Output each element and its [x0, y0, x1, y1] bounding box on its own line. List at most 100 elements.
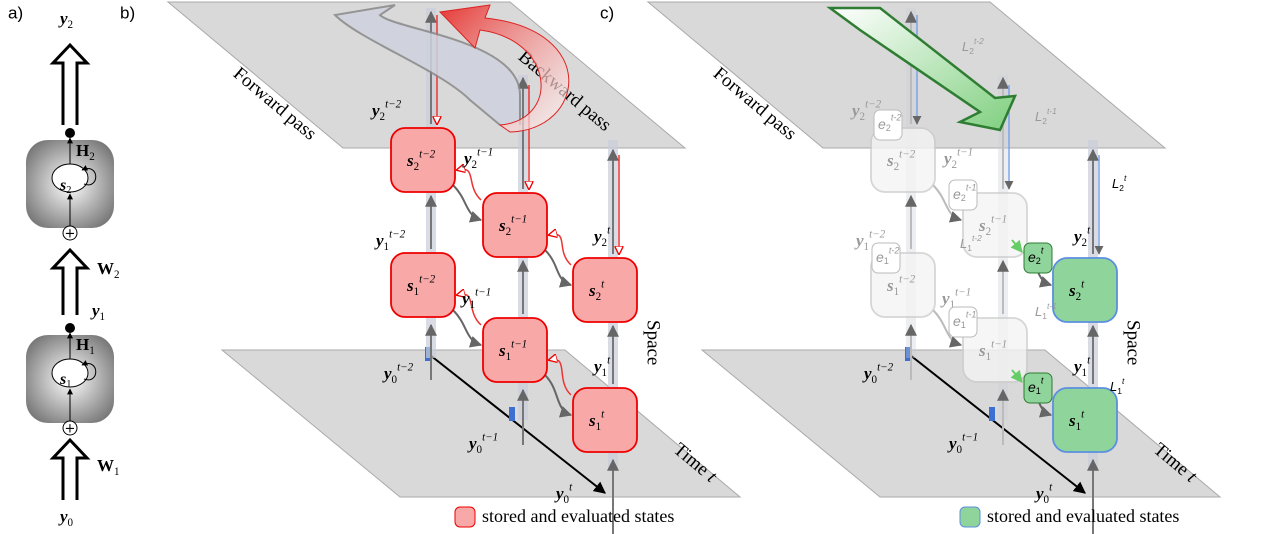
- subscript: 1: [596, 421, 602, 433]
- subscript: 2: [1076, 291, 1082, 303]
- superscript: t: [1122, 376, 1125, 386]
- superscript: t−1: [962, 431, 978, 443]
- superscript: t-1: [966, 310, 977, 320]
- math-label: W2: [97, 259, 120, 281]
- hollow-arrow: [53, 45, 87, 125]
- symbol: y: [460, 289, 470, 308]
- math-label: y2: [58, 9, 73, 31]
- subscript: 2: [986, 226, 992, 238]
- subscript: 2: [1042, 116, 1047, 126]
- superscript: t−2: [385, 98, 402, 110]
- math-label: W1: [97, 456, 120, 478]
- superscript: t−1: [955, 286, 971, 298]
- symbol: y: [370, 101, 380, 120]
- symbol: y: [942, 149, 952, 168]
- superscript: t−1: [511, 338, 527, 350]
- symbol: s: [59, 371, 66, 388]
- output-dot: [65, 128, 75, 138]
- subscript: 2: [68, 19, 74, 31]
- superscript: t−2: [899, 148, 916, 160]
- symbol: y: [947, 434, 957, 453]
- symbol: y: [592, 227, 602, 246]
- superscript: t-1: [966, 183, 977, 193]
- space-label: Space: [1123, 320, 1144, 365]
- superscript: t−1: [475, 286, 491, 298]
- panel-label: c): [600, 3, 614, 22]
- output-dot: [65, 323, 75, 333]
- subscript: 1: [470, 299, 476, 311]
- subscript: 0: [1044, 494, 1050, 506]
- symbol: y: [1034, 484, 1044, 503]
- subscript: 0: [872, 374, 878, 386]
- symbol: y: [462, 149, 472, 168]
- symbol: y: [850, 101, 860, 120]
- subscript: 0: [957, 444, 963, 456]
- output-label: y2t−1: [942, 146, 973, 171]
- symbol: y: [467, 434, 477, 453]
- superscript: t−2: [419, 273, 436, 285]
- subscript: 2: [894, 161, 900, 173]
- subscript: 1: [884, 257, 889, 267]
- symbol: y: [554, 484, 564, 503]
- superscript: t-2: [972, 233, 982, 243]
- superscript: t−1: [511, 213, 527, 225]
- superscript: t−1: [482, 431, 498, 443]
- legend-label: stored and evaluated states: [987, 506, 1179, 526]
- superscript: t-2: [974, 36, 984, 46]
- subscript: 1: [1042, 311, 1047, 321]
- input-marker: [989, 407, 995, 421]
- hollow-arrow: [53, 250, 87, 315]
- superscript: t−1: [957, 146, 973, 158]
- symbol: H: [76, 335, 89, 354]
- symbol: e: [1028, 249, 1036, 265]
- legend-label: stored and evaluated states: [482, 506, 674, 526]
- superscript: t−2: [877, 361, 894, 373]
- symbol: L: [1112, 176, 1119, 191]
- symbol: H: [76, 141, 89, 160]
- subscript: 1: [414, 286, 420, 298]
- math-label: y0: [58, 507, 74, 529]
- state-node: [483, 318, 547, 382]
- state-node: [573, 258, 637, 322]
- subscript: 2: [886, 124, 891, 134]
- subscript: 2: [1082, 237, 1088, 249]
- bottom-plane: [702, 350, 1220, 497]
- superscript: t-1: [1047, 301, 1057, 311]
- subscript: 1: [1117, 386, 1122, 396]
- bottom-plane: [222, 350, 740, 497]
- subscript: 0: [392, 374, 398, 386]
- subscript: 1: [602, 367, 608, 379]
- subscript: 0: [477, 444, 483, 456]
- subscript: 1: [506, 351, 512, 363]
- state-node: [573, 388, 637, 452]
- symbol: y: [58, 507, 68, 526]
- subscript: 2: [114, 269, 120, 281]
- superscript: t−2: [869, 228, 886, 240]
- symbol: L: [1035, 109, 1042, 124]
- symbol: L: [960, 236, 967, 251]
- output-label: y1t−2: [374, 228, 406, 253]
- symbol: y: [374, 231, 384, 250]
- subscript: 2: [952, 159, 958, 171]
- recurrent-arrow: [453, 185, 481, 220]
- symbol: y: [58, 9, 68, 28]
- symbol: W: [97, 456, 114, 475]
- loss-label: L2t: [1112, 173, 1127, 193]
- subscript: 1: [100, 311, 106, 323]
- symbol: e: [876, 249, 884, 265]
- symbol: e: [953, 313, 961, 329]
- subscript: 2: [506, 226, 512, 238]
- subscript: 2: [1119, 183, 1124, 193]
- superscript: t-2: [891, 113, 902, 123]
- symbol: L: [1035, 304, 1042, 319]
- symbol: y: [940, 289, 950, 308]
- symbol: y: [1072, 357, 1082, 376]
- subscript: 1: [986, 351, 992, 363]
- superscript: t−1: [991, 338, 1007, 350]
- legend-swatch: [455, 507, 475, 527]
- subscript: 2: [602, 237, 608, 249]
- math-label: y1: [90, 301, 105, 323]
- subscript: 1: [89, 345, 95, 357]
- subscript: 2: [961, 194, 966, 204]
- symbol: y: [862, 364, 872, 383]
